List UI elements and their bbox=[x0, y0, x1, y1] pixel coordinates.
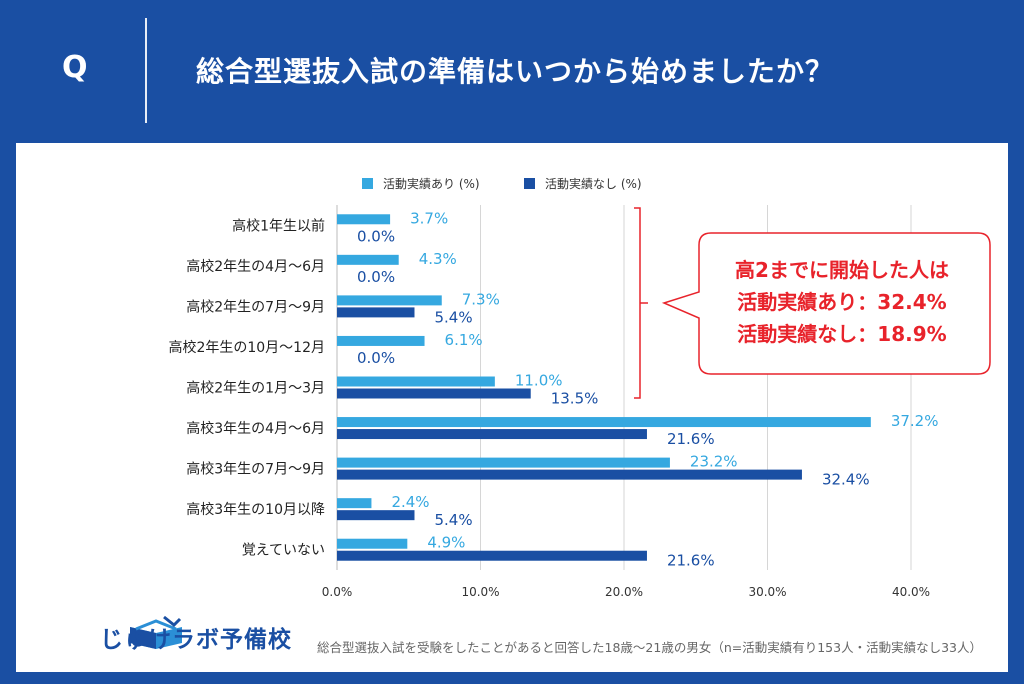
bar-series1 bbox=[337, 295, 442, 306]
x-tick-label: 10.0% bbox=[461, 585, 499, 599]
callout-box: 高2までに開始した人は 活動実績あり：32.4% 活動実績なし：18.9% bbox=[661, 232, 991, 375]
legend-swatch-series2 bbox=[524, 178, 535, 189]
data-label-series2: 13.5% bbox=[551, 390, 599, 408]
bar-series1 bbox=[337, 538, 408, 549]
data-label-series1: 6.1% bbox=[445, 331, 483, 349]
question-mark-label: Q bbox=[62, 50, 88, 85]
category-label: 高校3年生の7月〜9月 bbox=[186, 461, 325, 478]
category-label: 高校1年生以前 bbox=[232, 217, 325, 234]
data-label-series1: 4.9% bbox=[427, 534, 465, 552]
bar-series1 bbox=[337, 457, 670, 468]
question-title: 総合型選抜入試の準備はいつから始めましたか？ bbox=[196, 55, 835, 88]
category-label: 高校3年生の4月〜6月 bbox=[186, 420, 325, 437]
data-label-series2: 0.0% bbox=[357, 227, 395, 245]
data-label-series2: 21.6% bbox=[667, 552, 715, 570]
data-label-series1: 7.3% bbox=[462, 290, 500, 308]
bar-series1 bbox=[337, 376, 495, 387]
data-label-series2: 21.6% bbox=[667, 430, 715, 448]
data-label-series1: 11.0% bbox=[515, 372, 563, 390]
bar-series2 bbox=[337, 550, 647, 561]
x-tick-label: 0.0% bbox=[322, 585, 353, 599]
category-label: 高校2年生の7月〜9月 bbox=[186, 298, 325, 315]
data-label-series1: 2.4% bbox=[391, 493, 429, 511]
data-label-series2: 5.4% bbox=[434, 308, 472, 326]
legend-label-series2: 活動実績なし (%) bbox=[545, 176, 642, 191]
legend-swatch-series1 bbox=[362, 178, 373, 189]
bar-series1 bbox=[337, 214, 391, 225]
callout-line1: 高2までに開始した人は bbox=[735, 258, 949, 282]
logo-icon bbox=[130, 615, 182, 649]
header-banner: Q 総合型選抜入試の準備はいつから始めましたか？ bbox=[0, 0, 1024, 135]
data-label-series1: 3.7% bbox=[410, 209, 448, 227]
x-tick-label: 30.0% bbox=[748, 585, 786, 599]
bar-series2 bbox=[337, 429, 647, 440]
bar-series2 bbox=[337, 307, 415, 318]
callout-bracket bbox=[634, 207, 648, 399]
callout-line2: 活動実績あり：32.4% bbox=[737, 290, 946, 314]
chart-categories: 高校1年生以前高校2年生の4月〜6月高校2年生の7月〜9月高校2年生の10月〜1… bbox=[168, 217, 325, 558]
data-label-series1: 4.3% bbox=[419, 250, 457, 268]
chart-x-ticks: 0.0% 10.0% 20.0% 30.0% 40.0% bbox=[322, 585, 930, 599]
bar-series2 bbox=[337, 388, 531, 399]
category-label: 高校2年生の4月〜6月 bbox=[186, 258, 325, 275]
chart-card bbox=[16, 143, 1008, 672]
category-label: 高校2年生の1月〜3月 bbox=[186, 380, 325, 397]
chart-legend: 活動実績あり (%) 活動実績なし (%) bbox=[362, 176, 642, 191]
legend-label-series1: 活動実績あり (%) bbox=[383, 176, 480, 191]
logo-text: じゅけラボ予備校 bbox=[100, 627, 292, 653]
data-label-series2: 0.0% bbox=[357, 349, 395, 367]
data-label-series2: 0.0% bbox=[357, 268, 395, 286]
bar-series2 bbox=[337, 510, 415, 521]
category-label: 高校3年生の10月以降 bbox=[186, 501, 325, 518]
data-label-series1: 23.2% bbox=[690, 453, 738, 471]
data-label-series1: 37.2% bbox=[891, 412, 939, 430]
data-label-series2: 32.4% bbox=[822, 471, 870, 489]
bar-series1 bbox=[337, 254, 399, 265]
x-tick-label: 40.0% bbox=[892, 585, 930, 599]
chart-labels: 3.7%0.0%4.3%0.0%7.3%5.4%6.1%0.0%11.0%13.… bbox=[357, 209, 938, 569]
category-label: 覚えていない bbox=[242, 543, 325, 559]
bar-series2 bbox=[337, 469, 802, 480]
header-divider bbox=[145, 18, 147, 123]
callout-line3: 活動実績なし：18.9% bbox=[737, 322, 946, 346]
x-tick-label: 20.0% bbox=[605, 585, 643, 599]
footer-note: 総合型選抜入試を受験をしたことがあると回答した18歳〜21歳の男女（n=活動実績… bbox=[317, 640, 982, 655]
bar-series1 bbox=[337, 417, 871, 428]
bar-series1 bbox=[337, 335, 425, 346]
chart-bars bbox=[337, 214, 871, 561]
category-label: 高校2年生の10月〜12月 bbox=[168, 339, 325, 356]
bar-series1 bbox=[337, 498, 372, 509]
data-label-series2: 5.4% bbox=[434, 511, 472, 529]
